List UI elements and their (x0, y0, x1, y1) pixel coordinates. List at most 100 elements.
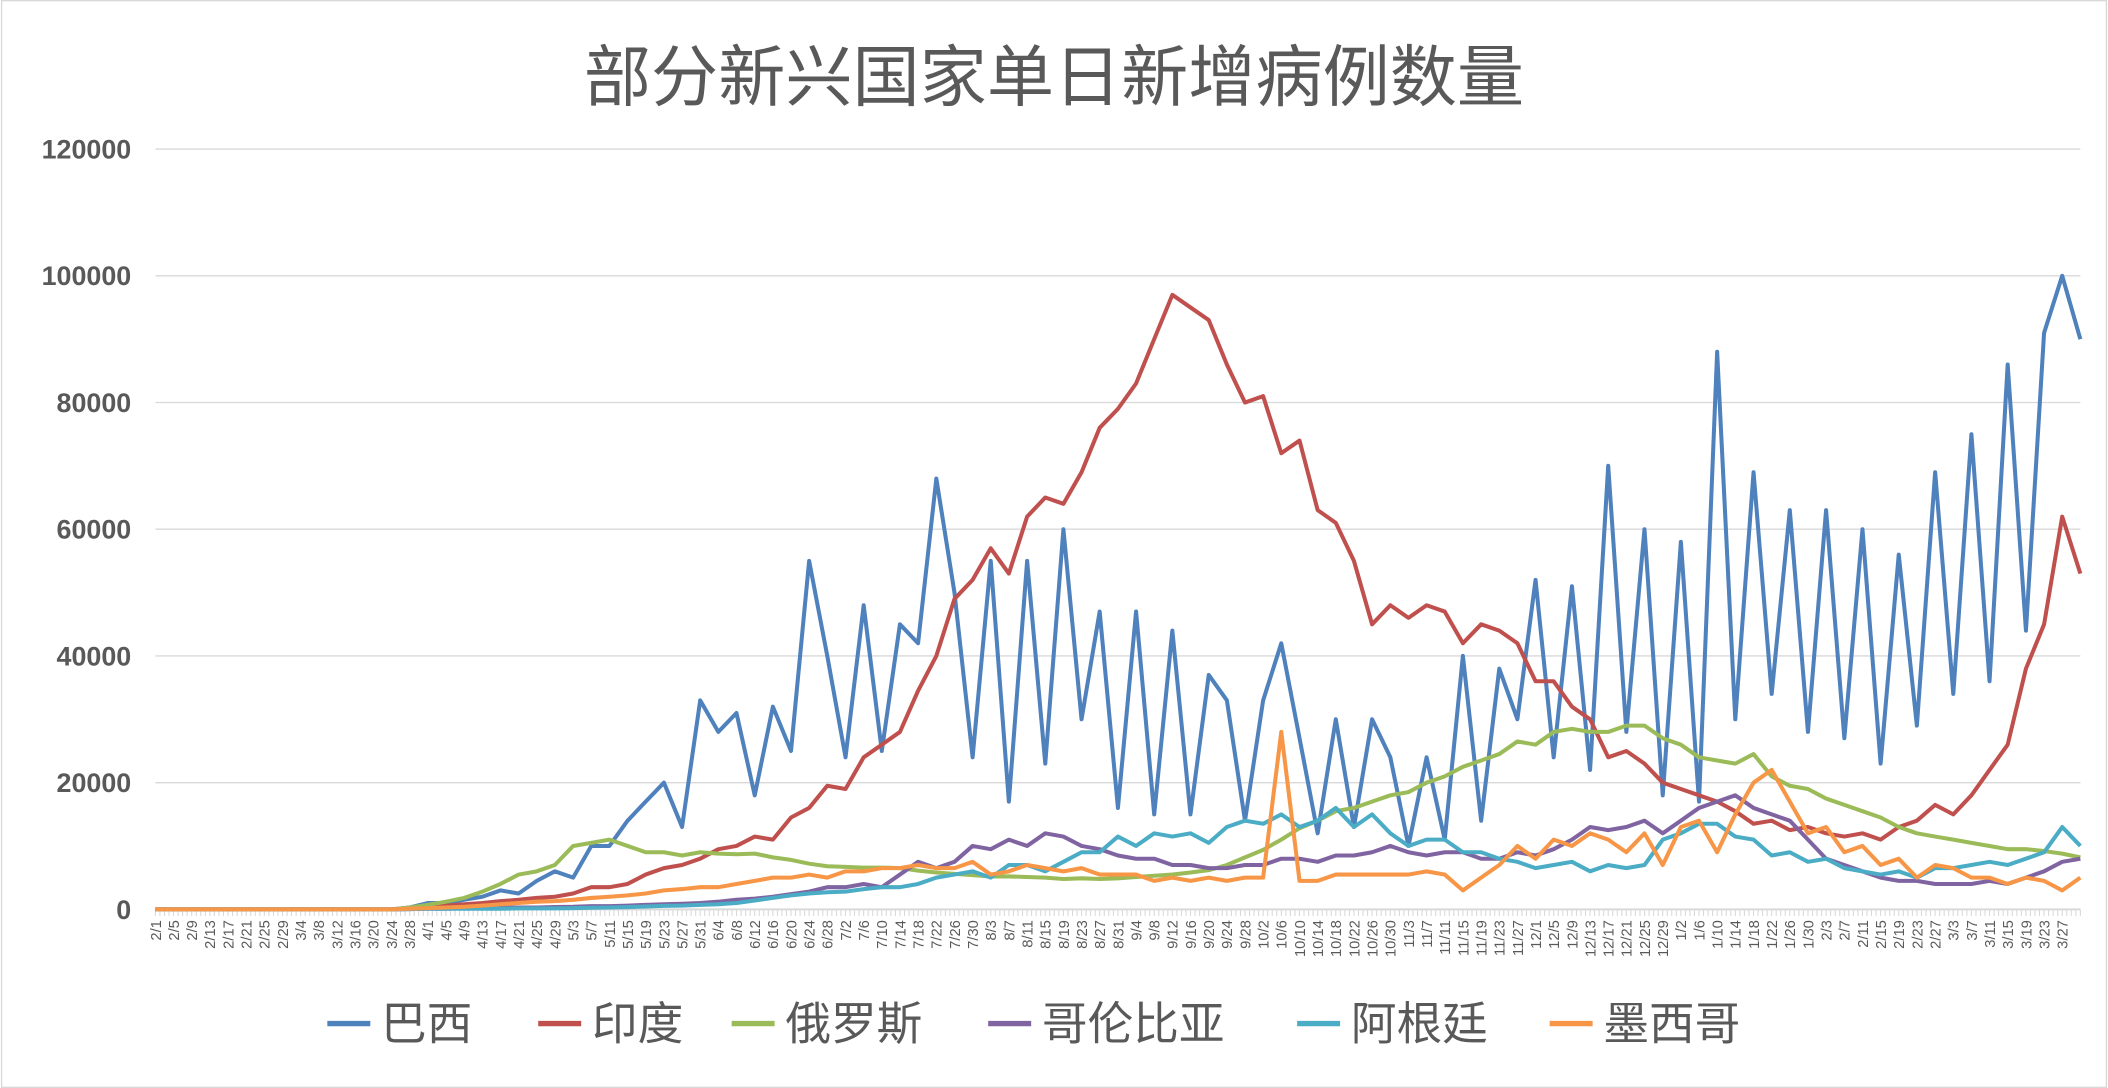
x-tick-label: 3/24 (385, 920, 401, 949)
y-tick-label: 60000 (57, 515, 132, 545)
x-tick-label: 5/11 (603, 920, 619, 948)
x-tick-label: 5/7 (585, 920, 601, 941)
x-tick-label: 2/17 (221, 920, 237, 949)
x-tick-label: 7/10 (875, 920, 891, 949)
x-tick-label: 3/28 (403, 920, 419, 949)
x-tick-label: 6/16 (766, 920, 782, 949)
x-tick-label: 9/16 (1184, 920, 1200, 949)
x-tick-label: 2/27 (1928, 920, 1944, 949)
legend-label: 墨西哥 (1603, 998, 1740, 1051)
x-tick-label: 5/27 (675, 920, 691, 949)
x-tick-label: 9/12 (1166, 920, 1182, 949)
legend-item: 巴西 (327, 998, 472, 1051)
x-tick-label: 2/9 (185, 920, 201, 941)
series-line-1 (155, 292, 2083, 912)
x-tick-label: 12/17 (1602, 920, 1618, 957)
x-tick-label: 1/30 (1801, 920, 1817, 949)
x-tick-label: 11/3 (1402, 920, 1418, 948)
x-tick-label: 3/27 (2056, 920, 2072, 949)
x-tick-label: 2/11 (1856, 920, 1872, 948)
y-tick-label: 0 (116, 895, 131, 925)
x-tick-label: 10/14 (1311, 920, 1327, 957)
x-tick-label: 5/23 (657, 920, 673, 949)
legend: 巴西 印度 俄罗斯 哥伦比亚 阿根廷 墨西哥 (327, 998, 1740, 1051)
x-tick-label: 3/7 (1965, 920, 1981, 941)
x-tick-label: 7/22 (930, 920, 946, 949)
x-tick-label: 12/13 (1583, 920, 1599, 957)
x-tick-label: 6/20 (784, 920, 800, 949)
x-tick-label: 5/31 (694, 920, 710, 949)
x-tick-label: 2/19 (1892, 920, 1908, 949)
chart-title: 部分新兴国家单日新增病例数量 (584, 39, 1524, 117)
x-tick-label: 10/6 (1275, 920, 1291, 949)
x-tick-label: 2/7 (1838, 920, 1854, 941)
x-tick-label: 8/7 (1002, 920, 1018, 941)
x-tick-label: 1/2 (1674, 920, 1690, 941)
x-tick-label: 10/30 (1384, 920, 1400, 957)
x-tick-label: 2/5 (167, 920, 183, 941)
x-tick-label: 7/30 (966, 920, 982, 949)
x-tick-label: 8/19 (1057, 920, 1073, 949)
x-tick-label: 12/9 (1565, 920, 1581, 949)
y-tick-label: 120000 (42, 134, 132, 164)
x-tick-label: 2/1 (149, 920, 165, 941)
series-lines (155, 273, 2083, 912)
x-tick-label: 3/4 (294, 920, 310, 941)
x-tick-label: 5/3 (566, 920, 582, 941)
x-tick-label: 1/26 (1783, 920, 1799, 949)
x-tick-label: 3/8 (312, 920, 328, 941)
x-tick-label: 12/21 (1620, 920, 1636, 957)
x-tick-label: 4/21 (512, 920, 528, 949)
x-tick-label: 8/23 (1075, 920, 1091, 949)
x-axis: 2/1 2/5 2/9 2/13 2/17 2/21 2/25 2/29 3/4 3/8 3/12 3… (149, 909, 2081, 957)
y-tick-label: 20000 (57, 768, 132, 798)
legend-item: 墨西哥 (1549, 998, 1740, 1051)
x-tick-label: 1/6 (1692, 920, 1708, 941)
x-tick-label: 6/12 (748, 920, 764, 949)
x-tick-label: 2/29 (276, 920, 292, 949)
x-tick-label: 2/15 (1874, 920, 1890, 949)
x-tick-label: 3/11 (1983, 920, 1999, 948)
legend-item: 阿根廷 (1297, 998, 1488, 1051)
x-tick-label: 10/10 (1293, 920, 1309, 957)
x-tick-label: 7/2 (839, 920, 855, 941)
x-tick-label: 12/29 (1656, 920, 1672, 957)
x-tick-label: 9/28 (1238, 920, 1254, 949)
series-line-2 (155, 723, 2081, 912)
x-tick-label: 6/24 (803, 920, 819, 949)
legend-item: 哥伦比亚 (988, 998, 1225, 1051)
series-line-4 (155, 805, 2082, 912)
x-tick-label: 8/15 (1039, 920, 1055, 949)
x-tick-label: 11/11 (1438, 920, 1454, 955)
legend-label: 阿根廷 (1351, 998, 1488, 1051)
x-tick-label: 4/17 (494, 920, 510, 949)
y-tick-label: 40000 (57, 641, 132, 671)
x-tick-label: 1/10 (1711, 920, 1727, 949)
x-tick-label: 1/18 (1747, 920, 1763, 949)
x-tick-label: 3/20 (367, 920, 383, 949)
x-tick-label: 12/5 (1547, 920, 1563, 949)
x-tick-label: 8/27 (1093, 920, 1109, 949)
x-tick-label: 12/25 (1638, 920, 1654, 957)
x-tick-label: 7/14 (893, 920, 909, 949)
y-tick-label: 100000 (42, 261, 132, 291)
x-tick-label: 9/24 (1220, 920, 1236, 949)
x-tick-label: 2/23 (1910, 920, 1926, 949)
x-tick-label: 7/18 (911, 920, 927, 949)
x-tick-label: 8/3 (984, 920, 1000, 941)
x-tick-label: 11/23 (1493, 920, 1509, 956)
x-tick-label: 1/14 (1729, 920, 1745, 949)
x-tick-label: 3/19 (2019, 920, 2035, 949)
legend-label: 巴西 (381, 998, 472, 1051)
legend-label: 哥伦比亚 (1042, 998, 1225, 1051)
x-tick-label: 10/18 (1329, 920, 1345, 957)
x-tick-label: 5/19 (639, 920, 655, 949)
x-tick-label: 11/15 (1456, 920, 1472, 956)
x-tick-label: 2/21 (240, 920, 256, 949)
x-tick-label: 8/11 (1020, 920, 1036, 948)
x-tick-label: 8/31 (1111, 920, 1127, 949)
y-tick-label: 80000 (57, 388, 132, 418)
x-tick-label: 6/4 (712, 920, 728, 941)
